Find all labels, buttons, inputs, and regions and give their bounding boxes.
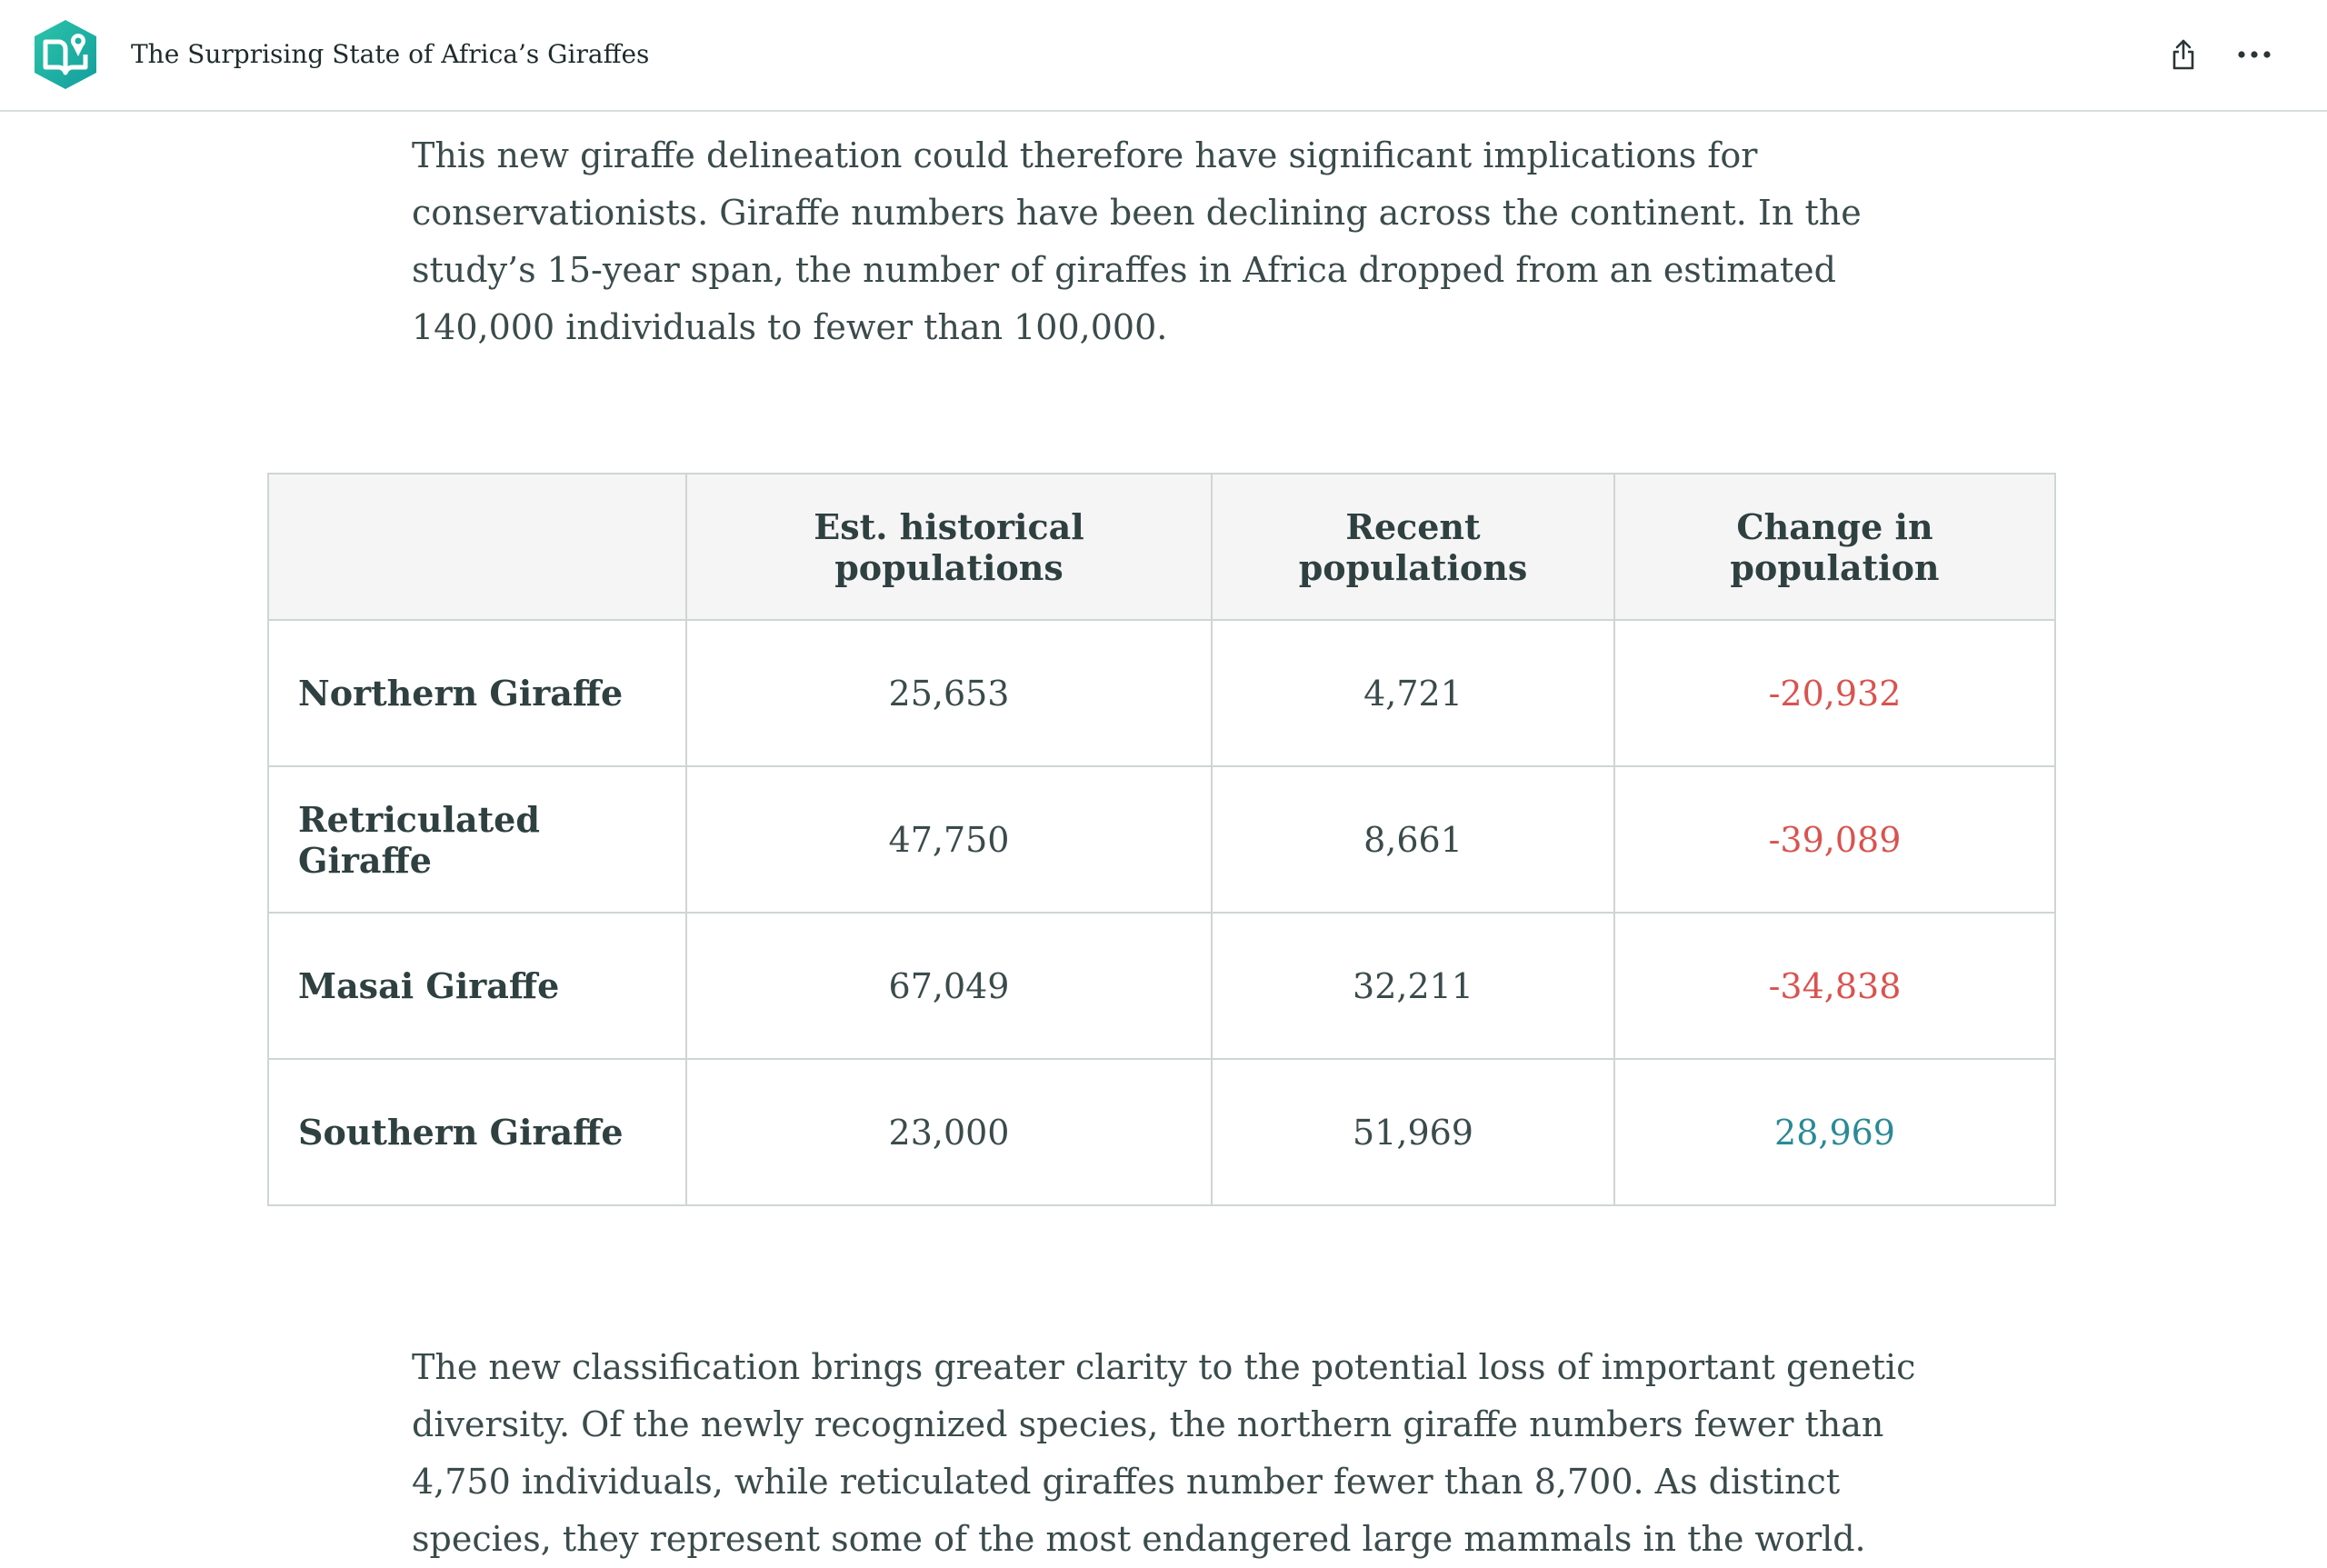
population-change: -34,838 — [1613, 912, 2056, 1060]
table-row: Northern Giraffe 25,653 4,721 -20,932 — [267, 619, 2056, 767]
share-icon — [2172, 39, 2194, 70]
species-name: Retriculated Giraffe — [267, 765, 687, 914]
species-name: Southern Giraffe — [267, 1058, 687, 1206]
historical-population: 47,750 — [685, 765, 1213, 914]
column-header-historical: Est. historical populations — [685, 473, 1213, 621]
table-header-row: Est. historical populations Recent popul… — [267, 473, 2056, 621]
article-paragraph: The new classification brings greater cl… — [412, 1347, 1916, 1559]
column-header-recent: Recent populations — [1211, 473, 1615, 621]
species-name: Masai Giraffe — [267, 912, 687, 1060]
population-change: -20,932 — [1613, 619, 2056, 767]
recent-population: 32,211 — [1211, 912, 1615, 1060]
more-horizontal-icon — [2238, 51, 2271, 58]
historical-population: 25,653 — [685, 619, 1213, 767]
table-row: Masai Giraffe 67,049 32,211 -34,838 — [267, 912, 2056, 1060]
top-bar: The Surprising State of Africa’s Giraffe… — [0, 0, 2327, 112]
recent-population: 8,661 — [1211, 765, 1615, 914]
recent-population: 4,721 — [1211, 619, 1615, 767]
table-row: Southern Giraffe 23,000 51,969 28,969 — [267, 1058, 2056, 1206]
population-change: -39,089 — [1613, 765, 2056, 914]
share-button[interactable] — [2162, 33, 2205, 76]
historical-population: 67,049 — [685, 912, 1213, 1060]
table-row: Retriculated Giraffe 47,750 8,661 -39,08… — [267, 765, 2056, 914]
page-title: The Surprising State of Africa’s Giraffe… — [131, 39, 650, 69]
historical-population: 23,000 — [685, 1058, 1213, 1206]
giraffe-population-table: Est. historical populations Recent popul… — [267, 473, 2056, 1206]
article-paragraph: This new giraffe delineation could there… — [412, 135, 1862, 347]
column-header-species — [267, 473, 687, 621]
book-map-pin-icon[interactable] — [33, 18, 98, 91]
column-header-change: Change in population — [1613, 473, 2056, 621]
recent-population: 51,969 — [1211, 1058, 1615, 1206]
species-name: Northern Giraffe — [267, 619, 687, 767]
population-change: 28,969 — [1613, 1058, 2056, 1206]
more-options-button[interactable] — [2232, 33, 2276, 76]
